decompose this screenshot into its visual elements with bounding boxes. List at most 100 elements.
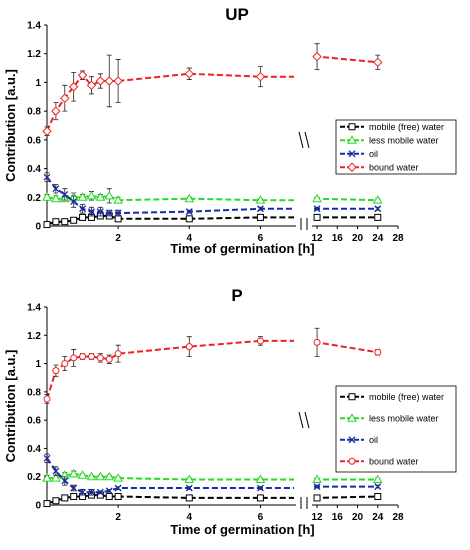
- series-line: [46, 494, 294, 505]
- data-point: [105, 209, 113, 217]
- data-point: [86, 190, 97, 200]
- data-point: [312, 474, 322, 484]
- y-tick-label: 0.6: [27, 135, 41, 146]
- data-point: [77, 70, 88, 80]
- data-point: [42, 126, 52, 136]
- data-point: [68, 82, 79, 92]
- series-oil: [43, 172, 382, 217]
- data-point: [255, 195, 266, 204]
- data-point: [184, 69, 194, 79]
- series-line: [46, 72, 294, 132]
- data-point: [374, 483, 382, 491]
- data-point: [372, 195, 383, 204]
- data-point: [70, 198, 78, 206]
- data-point: [184, 193, 195, 203]
- x-tick-label: 28: [392, 233, 404, 244]
- data-point: [70, 216, 78, 224]
- y-tick-label: 0.2: [27, 193, 41, 204]
- data-point: [43, 395, 51, 403]
- data-point: [255, 71, 266, 82]
- data-point: [42, 192, 52, 201]
- legend-box: [335, 119, 457, 175]
- data-point: [61, 494, 69, 502]
- data-point: [88, 208, 95, 216]
- data-point: [61, 190, 69, 198]
- data-point: [313, 494, 321, 502]
- data-point: [96, 488, 104, 496]
- data-point: [185, 494, 193, 502]
- x-tick-label: 4: [187, 512, 193, 523]
- data-point: [184, 474, 195, 484]
- y-tick-label: 0.8: [27, 107, 41, 118]
- data-point: [105, 355, 113, 363]
- legend-label: bound water: [369, 456, 419, 466]
- data-point: [313, 483, 321, 491]
- data-point: [256, 494, 264, 502]
- y-tick-label: 1.4: [27, 303, 41, 314]
- series-line: [46, 194, 294, 202]
- data-point: [256, 484, 264, 492]
- legend-label: bound water: [369, 162, 419, 172]
- data-point: [114, 209, 122, 217]
- legend-marker: [347, 135, 357, 144]
- data-point: [104, 471, 115, 481]
- data-point: [52, 467, 60, 475]
- y-tick-label: 1: [35, 359, 41, 370]
- data-point: [86, 471, 97, 481]
- data-point: [96, 354, 104, 362]
- data-point: [113, 76, 123, 86]
- data-point: [52, 218, 60, 226]
- x-tick-label: 20: [352, 512, 364, 523]
- legend-marker: [348, 150, 356, 158]
- x-tick-label: 20: [352, 233, 364, 244]
- x-tick-label: 16: [332, 233, 344, 244]
- data-point: [104, 190, 115, 200]
- legend-marker: [348, 436, 356, 444]
- data-point: [185, 208, 193, 216]
- y-tick-label: 0: [35, 501, 41, 512]
- series-bound-water: [43, 327, 382, 404]
- x-axis-label: Time of germination [h]: [170, 241, 314, 256]
- axis-break-mark: [304, 131, 310, 148]
- x-tick-label: 4: [187, 233, 193, 244]
- data-point: [256, 213, 264, 221]
- data-point: [373, 57, 383, 68]
- data-point: [95, 76, 106, 86]
- data-point: [374, 493, 382, 501]
- series-bound-water: [42, 43, 383, 136]
- y-tick-label: 0.8: [27, 387, 41, 398]
- data-point: [313, 213, 321, 221]
- y-tick-label: 0.2: [27, 472, 41, 483]
- x-tick-label: 16: [332, 512, 344, 523]
- data-point: [70, 354, 78, 362]
- series-oil: [43, 453, 382, 496]
- y-tick-label: 1.2: [27, 49, 41, 60]
- legend: mobile (free) water less mobile water oil b…: [335, 119, 457, 175]
- chart-title: UP: [225, 5, 249, 24]
- y-tick-label: 0.4: [27, 164, 41, 175]
- data-point: [77, 470, 88, 479]
- data-point: [185, 215, 193, 223]
- series-line: [314, 55, 378, 64]
- x-tick-label: 2: [115, 512, 121, 523]
- data-point: [95, 471, 106, 481]
- chart-title: P: [231, 286, 242, 305]
- data-point: [374, 213, 382, 221]
- data-point: [52, 497, 60, 505]
- data-point: [79, 488, 87, 496]
- data-point: [113, 473, 124, 482]
- series-line: [314, 197, 378, 202]
- data-point: [61, 218, 69, 226]
- y-tick-label: 1.2: [27, 331, 41, 342]
- y-tick-label: 0: [35, 222, 41, 233]
- legend-marker: [348, 123, 356, 131]
- x-tick-label: 24: [372, 512, 384, 523]
- y-tick-label: 0.6: [27, 416, 41, 427]
- y-axis-label: Contribution [a.u.]: [3, 350, 18, 463]
- data-point: [43, 454, 51, 462]
- data-point: [256, 205, 264, 213]
- legend-label: oil: [369, 435, 378, 445]
- y-tick-label: 0.4: [27, 444, 41, 455]
- data-point: [374, 205, 382, 213]
